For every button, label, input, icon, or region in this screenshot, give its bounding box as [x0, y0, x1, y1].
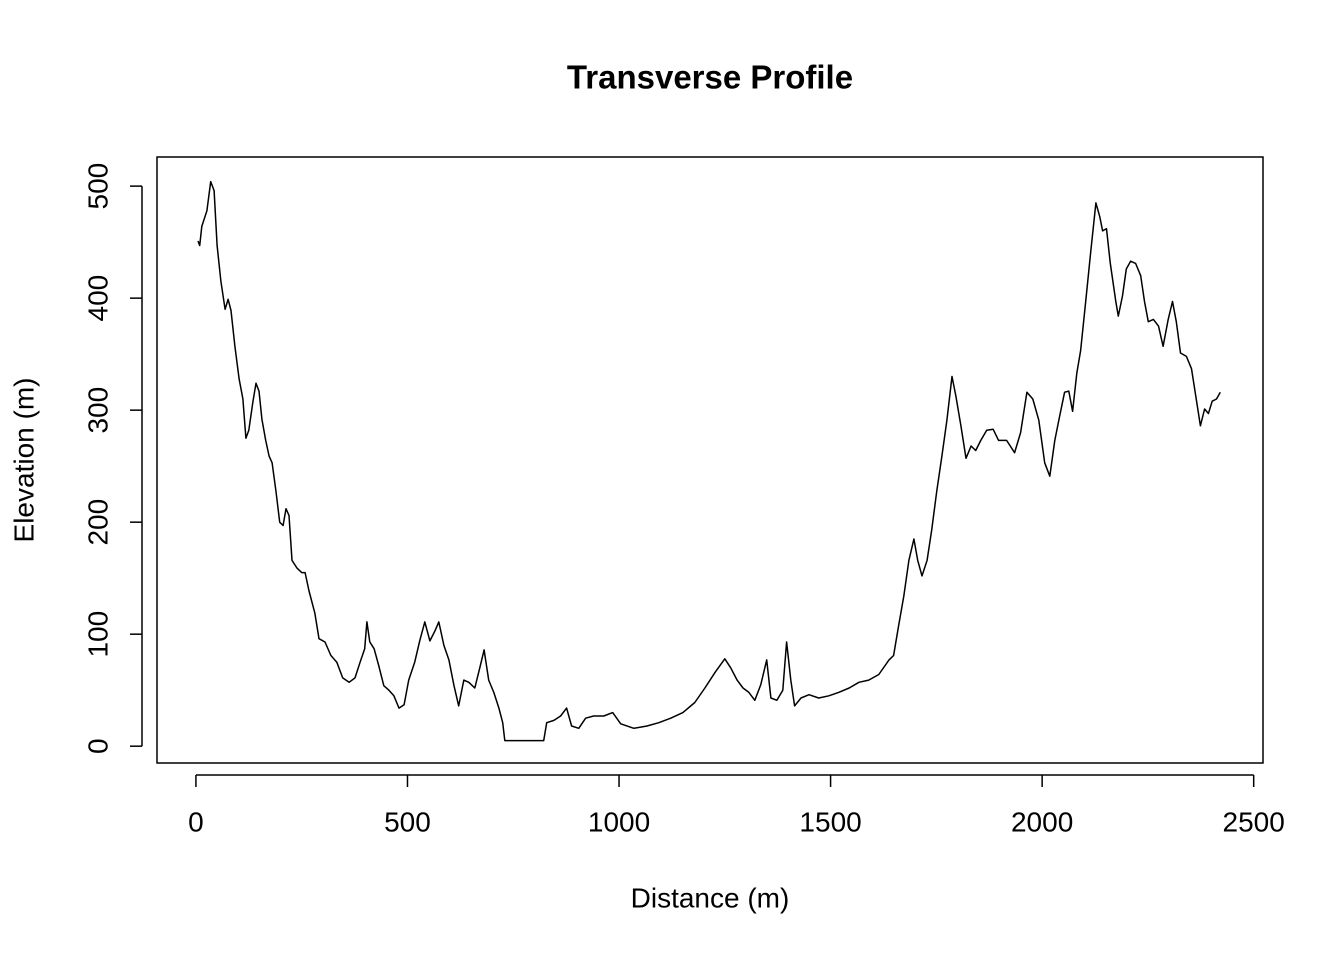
profile-line: [197, 180, 1221, 742]
x-tick-label: 2500: [1223, 806, 1285, 837]
x-axis-label: Distance (m): [631, 882, 790, 913]
y-tick-label: 300: [82, 387, 113, 434]
x-tick-label: 1000: [588, 806, 650, 837]
chart-title: Transverse Profile: [567, 59, 853, 96]
y-tick-label: 0: [82, 738, 113, 754]
x-tick-label: 0: [188, 806, 204, 837]
y-axis-label: Elevation (m): [8, 378, 39, 543]
y-tick-label: 200: [82, 499, 113, 546]
x-tick-label: 1500: [799, 806, 861, 837]
y-tick-label: 100: [82, 611, 113, 658]
x-tick-label: 2000: [1011, 806, 1073, 837]
y-tick-label: 500: [82, 163, 113, 210]
y-tick-label: 400: [82, 275, 113, 322]
x-tick-label: 500: [384, 806, 431, 837]
plot-box: [156, 156, 1264, 764]
